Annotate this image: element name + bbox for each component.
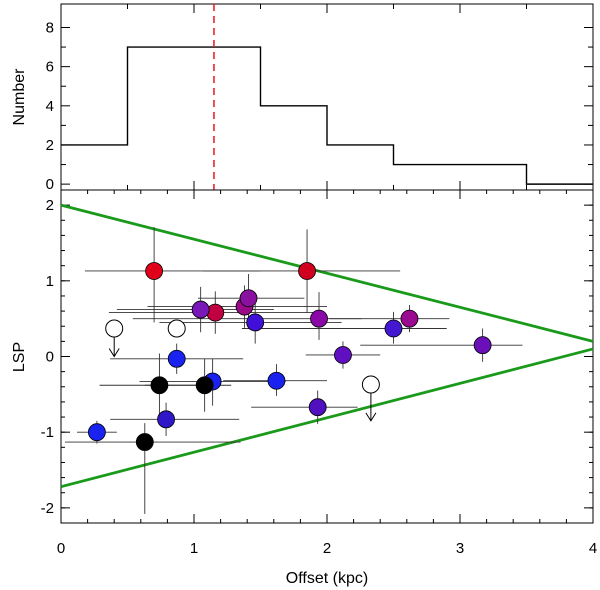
limit-arrow-head	[365, 412, 377, 422]
histogram-frame	[60, 3, 594, 191]
scatter-point	[239, 289, 258, 308]
envelope-lines	[60, 203, 594, 489]
scatter-point	[298, 262, 316, 280]
upper-limit-point	[105, 319, 124, 338]
x-tick-label: 4	[589, 540, 597, 557]
scatter-point	[145, 262, 164, 280]
scatter-ytick-label: -2	[41, 500, 54, 517]
x-axis-title: Offset (kpc)	[286, 570, 368, 587]
data-points	[88, 262, 492, 451]
scatter-point	[334, 346, 352, 364]
histogram-steps	[61, 46, 593, 185]
scatter-point	[157, 410, 175, 429]
scatter-point	[191, 300, 210, 319]
hist-ytick-label: 0	[46, 176, 54, 193]
scatter-point	[473, 336, 492, 355]
hist-ytick-label: 8	[46, 19, 54, 36]
x-tick-label: 2	[323, 540, 331, 557]
scatter-y-axis-title: LSP	[11, 342, 28, 372]
envelope-upper-line	[60, 203, 594, 343]
upper-limit-markers	[105, 319, 380, 422]
scatter-point	[400, 309, 419, 328]
scatter-ticks: -2 -1 0 1 2 0 1 2 3 4	[41, 190, 597, 557]
x-tick-label: 1	[190, 540, 198, 557]
x-tick-label: 3	[456, 540, 464, 557]
scatter-point	[150, 376, 169, 395]
scatter-point	[135, 433, 154, 451]
scatter-point	[167, 349, 186, 368]
envelope-lower-line	[60, 347, 594, 489]
x-tick-label: 0	[57, 540, 65, 557]
scatter-frame	[60, 189, 594, 524]
scatter-ytick-label: -1	[41, 424, 54, 441]
scatter-ytick-label: 1	[46, 273, 54, 290]
scatter-panel: -2 -1 0 1 2 0 1 2 3 4 LSP Offset (kpc)	[11, 189, 597, 587]
scatter-point	[88, 423, 106, 442]
scatter-ytick-label: 2	[46, 197, 54, 214]
upper-limit-point	[167, 319, 186, 338]
hist-ytick-label: 2	[46, 137, 54, 154]
limit-arrow-head	[108, 348, 120, 358]
scatter-point	[246, 313, 265, 332]
error-bars	[64, 227, 523, 514]
histogram-panel: 0 2 4 6 8 Number	[11, 3, 594, 193]
scatter-ytick-label: 0	[46, 349, 54, 366]
scatter-point	[267, 371, 286, 390]
scatter-point	[310, 309, 328, 328]
histogram-y-axis-title: Number	[11, 68, 28, 126]
upper-limit-point	[361, 375, 380, 394]
scatter-point	[384, 319, 403, 338]
scatter-point	[206, 303, 225, 322]
hist-ytick-label: 6	[46, 59, 54, 76]
hist-ytick-label: 4	[46, 98, 54, 115]
scatter-point	[308, 398, 327, 417]
scatter-point	[195, 376, 214, 395]
